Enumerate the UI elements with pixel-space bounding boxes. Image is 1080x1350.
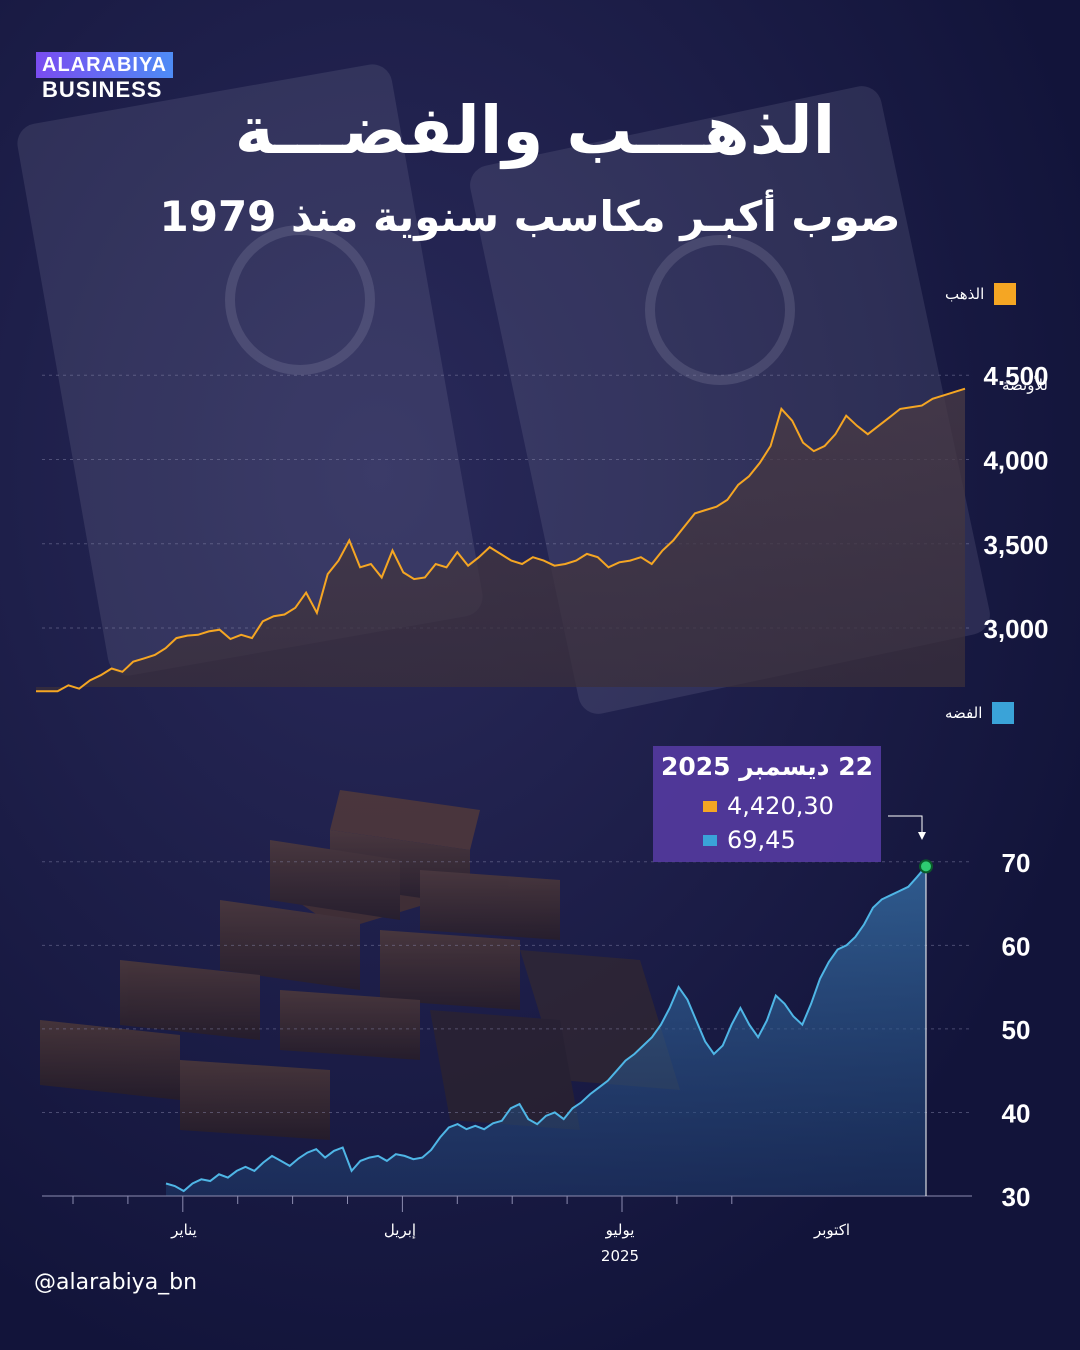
tooltip-silver-value: 69,45 [727, 826, 796, 854]
gold-y-tick-label: 4.500 [983, 361, 1048, 391]
silver-legend-label: الفضه [945, 704, 983, 722]
gold-legend-swatch [994, 283, 1017, 305]
social-handle: @alarabiya_bn [34, 1270, 198, 1295]
brand-logo-bottom: BUSINESS [42, 77, 163, 102]
silver-legend: الفضه [945, 702, 1015, 724]
x-axis-month-label: اكتوبر [813, 1221, 850, 1239]
tooltip-silver-row: 69,45 [703, 826, 796, 854]
tooltip-connector-arrow [918, 832, 926, 840]
tooltip-box: 22 ديسمبر 2025 4,420,30 69,45 [653, 746, 881, 862]
gold-y-tick-label: 3,000 [983, 614, 1048, 644]
page-title: الذهـــب والفضـــة [234, 92, 836, 169]
gold-legend-label: الذهب [945, 285, 985, 303]
silver-legend-swatch [992, 702, 1015, 724]
gold-line [36, 387, 966, 693]
page-subtitle: صوب أكبـر مكاسب سنوية منذ 1979 [159, 192, 901, 241]
gold-legend: الذهب [945, 283, 1017, 305]
tooltip-gold-swatch [703, 800, 717, 812]
silver-y-tick-label: 40 [1002, 1098, 1031, 1128]
brand-logo-top: ALARABIYA [36, 52, 173, 78]
tooltip-gold-value: 4,420,30 [727, 792, 834, 820]
silver-y-tick-label: 50 [1002, 1015, 1031, 1045]
gold-y-tick-label: 3,500 [983, 530, 1048, 560]
silver-line [165, 865, 927, 1193]
x-axis-month-label: إبريل [384, 1221, 416, 1239]
gold-unit-label: للأونصة [1002, 375, 1048, 394]
x-axis-month-label: يوليو [605, 1221, 635, 1239]
silver-area [166, 866, 926, 1196]
x-axis-month-label: يناير [170, 1221, 197, 1239]
silver-y-tick-label: 30 [1002, 1182, 1031, 1212]
gold-y-tick-label: 4,000 [983, 445, 1048, 475]
x-axis-year: 2025 [601, 1247, 639, 1265]
tooltip-gold-row: 4,420,30 [703, 792, 834, 820]
tooltip-date: 22 ديسمبر 2025 [661, 752, 873, 781]
latest-value-marker [919, 859, 933, 874]
silver-y-tick-label: 60 [1002, 931, 1031, 961]
gold-area [36, 388, 965, 692]
brand-logo: ALARABIYA BUSINESS [36, 52, 173, 102]
tooltip-silver-swatch [703, 834, 717, 846]
silver-y-tick-label: 70 [1002, 848, 1031, 878]
tooltip-connector [888, 815, 923, 832]
